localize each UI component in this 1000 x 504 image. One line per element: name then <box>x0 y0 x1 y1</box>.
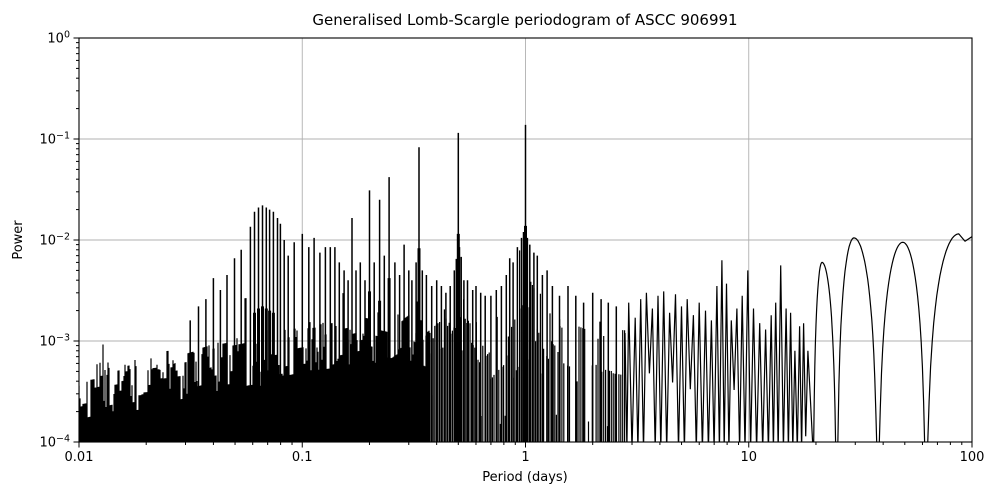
y-tick-label: 10−1 <box>39 131 70 148</box>
x-tick-label: 10 <box>740 450 757 465</box>
chart-title: Generalised Lomb-Scargle periodogram of … <box>312 11 737 29</box>
x-tick-label: 0.01 <box>65 450 94 465</box>
x-tick-label: 0.1 <box>292 450 313 465</box>
y-tick-label: 100 <box>47 30 70 47</box>
periodogram-curve <box>79 124 972 442</box>
x-tick-label: 1 <box>521 450 529 465</box>
y-tick-label: 10−4 <box>39 434 70 451</box>
plot-frame <box>78 37 973 443</box>
y-tick-label: 10−2 <box>39 232 70 249</box>
x-axis-label: Period (days) <box>482 470 568 485</box>
y-axis-label: Power <box>11 220 26 260</box>
tick-labels: 0.01 0.1 1 10 100 100 10−1 10−2 10−3 10−4 <box>39 30 984 465</box>
y-tick-label: 10−3 <box>39 333 70 350</box>
x-tick-label: 100 <box>960 450 985 465</box>
